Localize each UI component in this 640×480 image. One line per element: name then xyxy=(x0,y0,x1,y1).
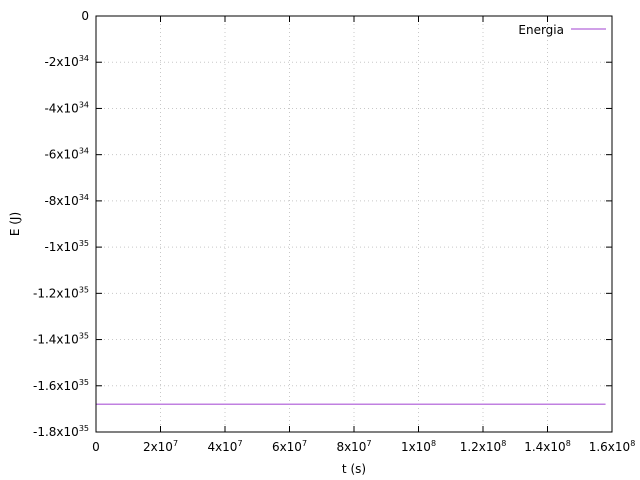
y-tick-label: -6x1034 xyxy=(44,147,89,162)
y-tick-label: -8x1034 xyxy=(44,193,89,208)
x-tick-label: 4x107 xyxy=(207,439,242,454)
legend: Energia xyxy=(518,23,606,37)
y-axis-label: E (J) xyxy=(8,212,22,236)
y-tick-label: -1.6x1035 xyxy=(33,378,89,393)
legend-label-energia: Energia xyxy=(518,23,564,37)
ticks xyxy=(95,15,613,433)
y-tick-label: 0 xyxy=(81,9,89,23)
x-tick-label: 6x107 xyxy=(272,439,307,454)
y-tick-label: -2x1034 xyxy=(44,54,89,69)
x-tick-label: 1.6x108 xyxy=(589,439,636,454)
x-tick-label: 0 xyxy=(92,440,100,454)
y-tick-label: -1.4x1035 xyxy=(33,332,89,347)
y-tick-label: -1.8x1035 xyxy=(33,424,89,439)
x-tick-labels: 0 2x107 4x107 6x107 8x107 1x108 1.2x108 1.4x108… xyxy=(92,439,635,454)
y-tick-label: -4x1034 xyxy=(44,100,89,115)
x-tick-label: 1x108 xyxy=(401,439,436,454)
y-tick-labels: 0 -2x1034 -4x1034 -6x1034 -8x1034 -1x1035 -1.2… xyxy=(33,9,89,439)
x-tick-label: 1.4x108 xyxy=(524,439,571,454)
x-tick-label: 1.2x108 xyxy=(460,439,507,454)
y-tick-label: -1.2x1035 xyxy=(33,285,89,300)
x-axis-label: t (s) xyxy=(342,462,366,476)
grid xyxy=(96,16,612,432)
y-tick-label: -1x1035 xyxy=(44,239,89,254)
x-tick-label: 2x107 xyxy=(143,439,178,454)
x-tick-label: 8x107 xyxy=(336,439,371,454)
